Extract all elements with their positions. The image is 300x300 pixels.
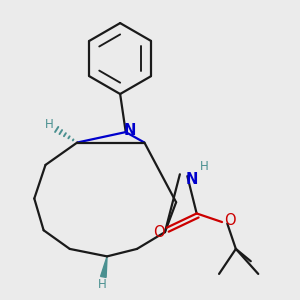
Text: O: O bbox=[224, 213, 236, 228]
Text: H: H bbox=[200, 160, 208, 173]
Polygon shape bbox=[100, 256, 107, 278]
Text: H: H bbox=[45, 118, 54, 131]
Text: N: N bbox=[124, 123, 136, 138]
Text: N: N bbox=[186, 172, 198, 187]
Text: O: O bbox=[153, 225, 164, 240]
Text: H: H bbox=[98, 278, 107, 291]
